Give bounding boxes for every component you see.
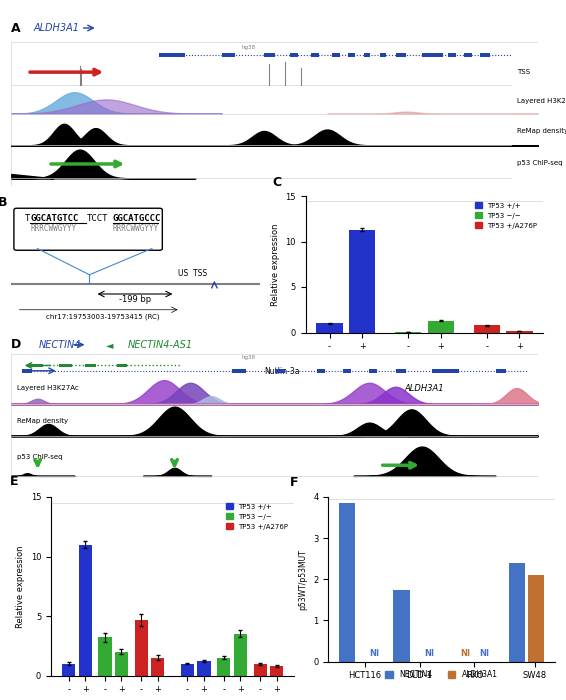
Bar [311, 52, 319, 57]
Bar [270, 666, 283, 675]
Text: p53 ChIP-seq: p53 ChIP-seq [16, 454, 62, 460]
Text: Nutlin-3a: Nutlin-3a [264, 367, 300, 376]
Bar [115, 652, 128, 676]
Text: US  TSS: US TSS [178, 269, 207, 277]
Text: ReMap density: ReMap density [16, 419, 68, 424]
Bar [393, 589, 410, 662]
Bar [428, 321, 454, 332]
Text: chr17:19753003-19753415 (RC): chr17:19753003-19753415 (RC) [46, 314, 159, 320]
Bar [380, 52, 386, 57]
Bar [27, 364, 43, 368]
Bar [496, 369, 506, 373]
Text: -199 bp: -199 bp [119, 295, 151, 304]
Legend: NECTIN4, ALDH3A1: NECTIN4, ALDH3A1 [383, 667, 500, 682]
Bar [117, 364, 127, 368]
Y-axis label: Relative expression: Relative expression [16, 545, 25, 627]
Bar [448, 52, 456, 57]
Bar [349, 230, 375, 332]
Text: GGCATGCCC: GGCATGCCC [113, 214, 161, 223]
Text: NI: NI [369, 649, 379, 658]
Bar [369, 369, 377, 373]
Bar [338, 503, 355, 662]
Bar [158, 52, 185, 57]
Bar [59, 364, 72, 368]
Bar [348, 52, 354, 57]
Bar [316, 369, 324, 373]
Text: hg38: hg38 [241, 45, 255, 50]
Bar [135, 620, 148, 676]
Text: NI: NI [424, 649, 434, 658]
Text: ALDH3A1: ALDH3A1 [405, 384, 444, 393]
Text: NI: NI [460, 649, 470, 658]
Text: TCCT: TCCT [87, 214, 108, 223]
Bar [290, 52, 298, 57]
Bar [343, 369, 351, 373]
Bar [233, 369, 246, 373]
Bar [62, 664, 75, 676]
Text: GGCATGTCC: GGCATGTCC [30, 214, 79, 223]
Text: NECTIN4-AS1: NECTIN4-AS1 [128, 340, 193, 350]
Bar [316, 323, 342, 332]
Bar [509, 563, 525, 662]
Bar [98, 638, 112, 676]
Bar [474, 326, 500, 332]
Bar [396, 52, 406, 57]
Bar [422, 52, 443, 57]
Bar [79, 545, 92, 676]
Bar [396, 369, 406, 373]
Bar [85, 364, 96, 368]
Bar [432, 369, 459, 373]
Bar [254, 664, 267, 676]
Text: F: F [290, 476, 298, 489]
FancyBboxPatch shape [14, 209, 162, 251]
Text: TSS: TSS [517, 69, 530, 75]
Bar [151, 658, 164, 676]
Bar [507, 331, 533, 332]
Text: hg38: hg38 [241, 355, 255, 360]
Bar [364, 52, 370, 57]
Text: NI: NI [479, 649, 489, 658]
Text: E: E [10, 475, 18, 488]
Bar [234, 634, 247, 676]
Bar [275, 369, 285, 373]
Text: ALDH3A1: ALDH3A1 [34, 23, 80, 33]
Y-axis label: Relative expression: Relative expression [271, 223, 280, 305]
Legend: TP53 +/+, TP53 −/−, TP53 +/A276P: TP53 +/+, TP53 −/−, TP53 +/A276P [223, 500, 291, 533]
Text: ReMap density: ReMap density [517, 128, 566, 134]
Text: ◄: ◄ [106, 340, 114, 350]
Bar [22, 369, 32, 373]
Bar [217, 658, 230, 676]
Bar [222, 52, 235, 57]
Legend: TP53 +/+, TP53 −/−, TP53 +/A276P: TP53 +/+, TP53 −/−, TP53 +/A276P [472, 199, 540, 232]
Text: Layered H3K27Ac: Layered H3K27Ac [16, 385, 78, 391]
Text: RRRCWWGYYY: RRRCWWGYYY [30, 224, 76, 233]
Text: RRRCWWGYYY: RRRCWWGYYY [113, 224, 159, 233]
Text: p53 ChIP-seq: p53 ChIP-seq [517, 160, 562, 167]
Text: Layered H3K27Ac: Layered H3K27Ac [517, 98, 566, 104]
Text: D: D [11, 338, 22, 351]
Bar [480, 52, 490, 57]
Bar [198, 662, 211, 676]
Text: A: A [11, 22, 21, 34]
Text: NECTIN4: NECTIN4 [38, 340, 81, 350]
Bar [181, 664, 194, 676]
Text: T: T [24, 214, 29, 223]
Y-axis label: p53WT/p53MUT: p53WT/p53MUT [299, 549, 308, 610]
Bar [264, 52, 275, 57]
Bar [464, 52, 472, 57]
Text: B: B [0, 196, 8, 209]
Bar [332, 52, 340, 57]
Text: C: C [272, 176, 281, 189]
Bar [528, 575, 544, 662]
